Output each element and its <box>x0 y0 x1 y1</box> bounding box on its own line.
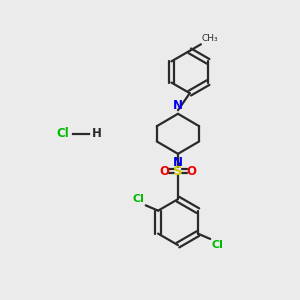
Text: N: N <box>173 99 183 112</box>
Text: O: O <box>186 165 196 178</box>
Text: H: H <box>92 127 101 140</box>
Text: Cl: Cl <box>57 127 70 140</box>
Text: N: N <box>173 156 183 169</box>
Text: S: S <box>173 165 183 178</box>
Text: Cl: Cl <box>132 194 144 204</box>
Text: CH₃: CH₃ <box>202 34 218 43</box>
Text: O: O <box>160 165 170 178</box>
Text: Cl: Cl <box>212 240 224 250</box>
